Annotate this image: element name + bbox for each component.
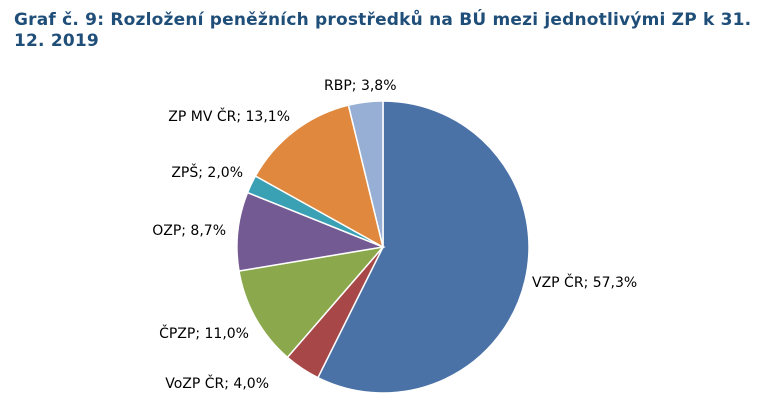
pie-slice-zp-mv-r	[254, 104, 385, 249]
data-label: VoZP ČR; 4,0%	[165, 374, 269, 392]
chart-title: Graf č. 9: Rozložení peněžních prostředk…	[14, 10, 752, 51]
data-label: ZP MV ČR; 13,1%	[168, 107, 290, 125]
data-label: OZP; 8,7%	[152, 223, 226, 239]
data-label: VZP ČR; 57,3%	[532, 273, 637, 291]
data-label: ZPŠ; 2,0%	[171, 163, 243, 181]
data-label: RBP; 3,8%	[324, 78, 397, 94]
pie-slice-rbp	[347, 100, 384, 248]
data-label: ČPZP; 11,0%	[159, 324, 249, 342]
pie-slice-vzp-r	[316, 100, 530, 394]
pie-slice--pzp	[238, 245, 385, 359]
